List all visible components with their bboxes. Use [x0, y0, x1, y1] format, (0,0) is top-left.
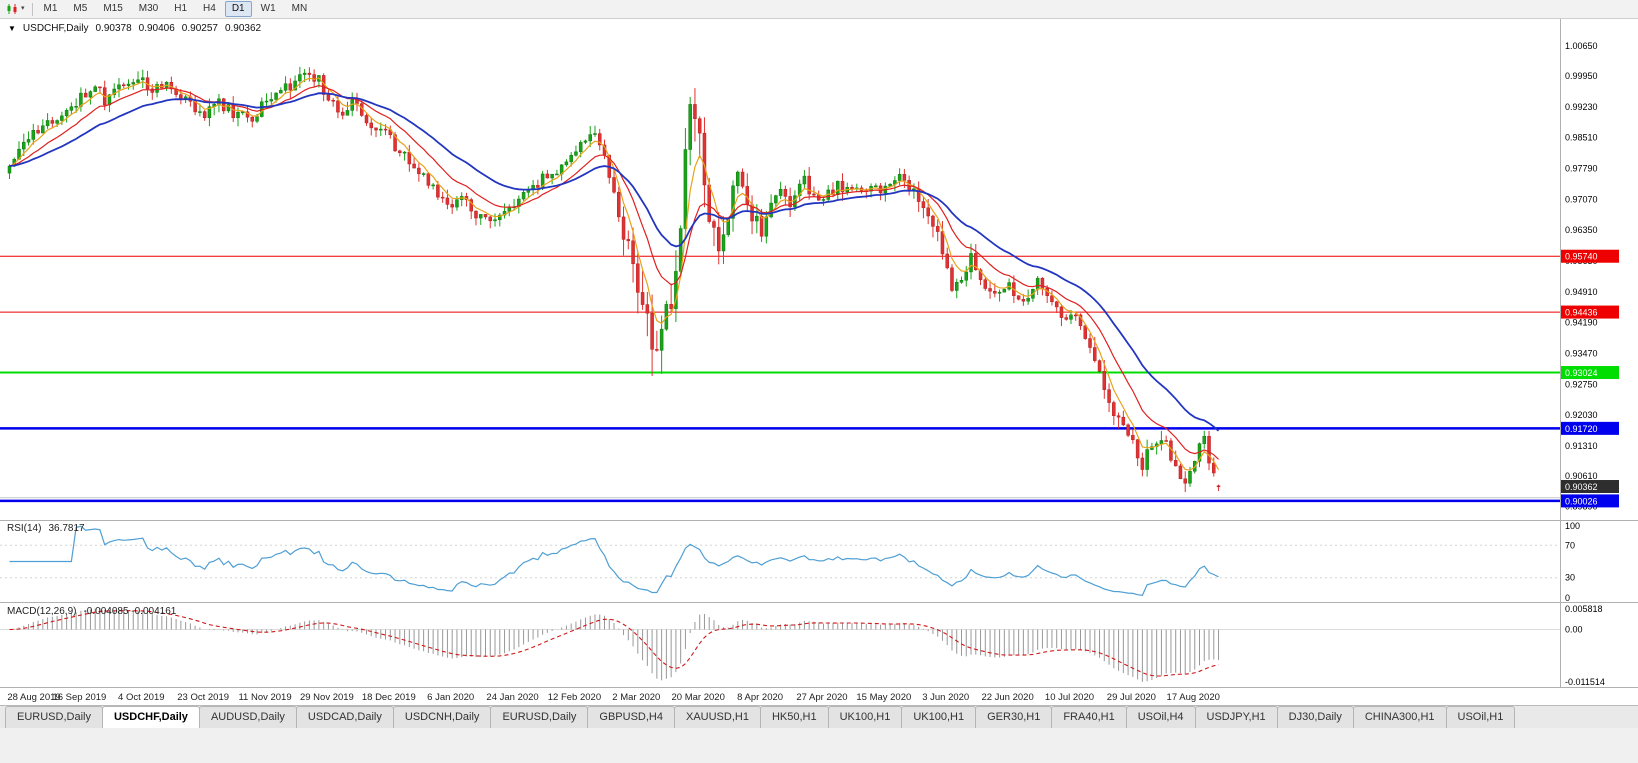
svg-text:3 Jun 2020: 3 Jun 2020	[922, 692, 969, 703]
rsi-axis-label: 100	[1565, 521, 1580, 531]
svg-text:0.94436: 0.94436	[1565, 308, 1598, 318]
svg-text:27 Apr 2020: 27 Apr 2020	[796, 692, 847, 703]
timeframe-m5-button[interactable]: M5	[73, 3, 88, 14]
timeframe-toolbar: ▾ M1 M5 M15 M30 H1 H4 D1 W1 MN	[0, 0, 1638, 19]
timeframe-w1-button[interactable]: W1	[260, 3, 276, 14]
chart-type-icon[interactable]: ▾	[3, 2, 28, 16]
chart-tab[interactable]: GBPUSD,H4	[587, 706, 675, 728]
chart-tab[interactable]: GER30,H1	[975, 706, 1053, 728]
slow-ma-line	[9, 92, 1220, 432]
collapse-arrow-icon[interactable]: ▼	[8, 24, 16, 33]
svg-text:0.92030: 0.92030	[1565, 410, 1598, 420]
chart-window: 1.00650 0.99950 0.99230 0.98510 0.97790 0.970…	[0, 19, 1638, 705]
svg-text:0.99950: 0.99950	[1565, 71, 1598, 81]
svg-text:29 Nov 2019: 29 Nov 2019	[300, 692, 354, 703]
svg-text:0.93024: 0.93024	[1565, 368, 1598, 378]
svg-text:0.96350: 0.96350	[1565, 225, 1598, 235]
chart-tab[interactable]: USDCAD,Daily	[295, 706, 394, 728]
dropdown-caret-icon: ▾	[21, 5, 25, 12]
svg-text:11 Nov 2019: 11 Nov 2019	[238, 692, 291, 703]
price-tags: 0.95740 0.94436 0.93024 0.91720 0.90026 0.903…	[1561, 249, 1619, 508]
svg-text:0.97790: 0.97790	[1565, 163, 1598, 173]
price-tag	[1561, 249, 1619, 263]
chart-tab[interactable]: XAUUSD,H1	[673, 706, 761, 728]
svg-text:15 May 2020: 15 May 2020	[856, 692, 911, 703]
timeframe-m30-button[interactable]: M30	[138, 3, 159, 14]
price-tag	[1561, 494, 1619, 508]
svg-text:4 Oct 2019: 4 Oct 2019	[118, 692, 164, 703]
macd-signal-line	[9, 610, 1219, 677]
svg-text:10 Jul 2020: 10 Jul 2020	[1045, 692, 1094, 703]
rsi-axis-label: 70	[1565, 540, 1575, 550]
macd-axis-label: 0.005818	[1565, 604, 1603, 614]
svg-text:24 Jan 2020: 24 Jan 2020	[486, 692, 538, 703]
svg-text:20 Mar 2020: 20 Mar 2020	[672, 692, 725, 703]
timeframe-h1-button[interactable]: H1	[174, 3, 188, 14]
horizontal-lines	[0, 255, 1560, 503]
svg-text:18 Dec 2019: 18 Dec 2019	[362, 692, 416, 703]
chart-tab[interactable]: DJ30,Daily	[1276, 706, 1354, 728]
svg-text:0.91310: 0.91310	[1565, 441, 1598, 451]
timeframe-m1-button[interactable]: M1	[43, 3, 58, 14]
svg-text:0.90026: 0.90026	[1565, 496, 1598, 506]
macd-axis-label: -0.011514	[1565, 677, 1605, 687]
svg-text:0.99230: 0.99230	[1565, 102, 1598, 112]
timeframe-m15-button[interactable]: M15	[103, 3, 123, 14]
price-tag	[1561, 421, 1619, 435]
svg-text:0.95740: 0.95740	[1565, 252, 1598, 262]
chart-tab[interactable]: EURUSD,Daily	[5, 706, 103, 728]
svg-text:0.93470: 0.93470	[1565, 348, 1598, 358]
macd-axis-label: 0.00	[1565, 625, 1583, 635]
svg-text:0.94910: 0.94910	[1565, 287, 1598, 297]
macd-histogram	[13, 608, 1220, 682]
svg-text:0.97070: 0.97070	[1565, 194, 1598, 204]
chart-tab[interactable]: USOil,H4	[1125, 706, 1196, 728]
svg-text:1.00650: 1.00650	[1565, 41, 1598, 51]
chart-tab[interactable]: FRA40,H1	[1051, 706, 1127, 728]
svg-text:29 Jul 2020: 29 Jul 2020	[1107, 692, 1156, 703]
svg-text:28 Aug 2019: 28 Aug 2019	[7, 692, 60, 703]
chart-tab[interactable]: CHINA300,H1	[1352, 706, 1447, 728]
svg-text:12 Feb 2020: 12 Feb 2020	[548, 692, 601, 703]
toolbar-separator	[31, 2, 33, 16]
svg-text:8 Apr 2020: 8 Apr 2020	[737, 692, 783, 703]
svg-text:2 Mar 2020: 2 Mar 2020	[612, 692, 660, 703]
rsi-line	[9, 525, 1219, 596]
svg-text:23 Oct 2019: 23 Oct 2019	[177, 692, 229, 703]
price-chart-canvas[interactable]: 1.00650 0.99950 0.99230 0.98510 0.97790 0.970…	[0, 19, 1638, 705]
svg-text:0.90610: 0.90610	[1565, 471, 1598, 481]
svg-text:22 Jun 2020: 22 Jun 2020	[981, 692, 1033, 703]
svg-text:0.98510: 0.98510	[1565, 133, 1598, 143]
timeframe-h4-button[interactable]: H4	[203, 3, 216, 14]
timeframe-d1-button[interactable]: D1	[224, 1, 252, 17]
chart-tab[interactable]: EURUSD,Daily	[490, 706, 589, 728]
chart-tab[interactable]: USDCNH,Daily	[392, 706, 492, 728]
price-tag	[1561, 480, 1619, 494]
chart-tab[interactable]: HK50,H1	[759, 706, 829, 728]
svg-text:16 Sep 2019: 16 Sep 2019	[52, 692, 106, 703]
price-tag	[1561, 366, 1619, 380]
price-tag	[1561, 305, 1619, 319]
timeframe-buttons: M1 M5 M15 M30 H1 H4 D1 W1 MN	[37, 1, 315, 17]
rsi-axis-label: 30	[1565, 573, 1575, 583]
chart-tab[interactable]: USOil,H1	[1445, 706, 1516, 728]
status-bar	[0, 728, 1638, 763]
svg-text:6 Jan 2020: 6 Jan 2020	[427, 692, 474, 703]
chart-tab[interactable]: AUDUSD,Daily	[198, 706, 297, 728]
chart-tab[interactable]: USDCHF,Daily	[101, 706, 200, 728]
svg-text:17 Aug 2020: 17 Aug 2020	[1167, 692, 1220, 703]
svg-text:0.90362: 0.90362	[1565, 482, 1598, 492]
rsi-axis-label: 0	[1565, 593, 1570, 603]
svg-text:0.94190: 0.94190	[1565, 318, 1598, 328]
chart-tab[interactable]: USDJPY,H1	[1194, 706, 1278, 728]
svg-text:0.91720: 0.91720	[1565, 424, 1598, 434]
candlestick-chart-icon	[7, 4, 17, 14]
svg-text:0.92750: 0.92750	[1565, 379, 1598, 389]
timeframe-mn-button[interactable]: MN	[291, 3, 308, 14]
chart-tab[interactable]: UK100,H1	[901, 706, 977, 728]
chart-tabs-bar: EURUSD,Daily USDCHF,Daily AUDUSD,Daily USDC…	[0, 705, 1638, 728]
chart-tab[interactable]: UK100,H1	[827, 706, 903, 728]
